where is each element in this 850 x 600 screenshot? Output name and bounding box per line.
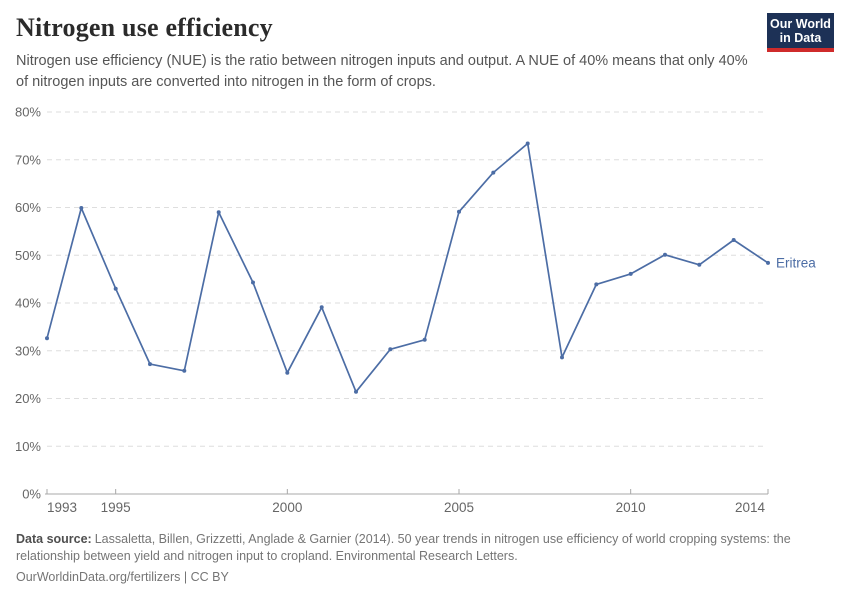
data-point[interactable] <box>422 337 427 342</box>
data-point[interactable] <box>45 336 49 341</box>
chart-title: Nitrogen use efficiency <box>16 13 273 42</box>
y-axis-tick-label: 60% <box>15 200 41 215</box>
data-point[interactable] <box>79 206 84 210</box>
data-point[interactable] <box>731 238 736 242</box>
data-point[interactable] <box>354 389 358 394</box>
source-label: Data source: <box>16 532 92 546</box>
data-point[interactable] <box>594 282 599 287</box>
owid-logo: Our World in Data <box>767 13 834 52</box>
chart-subtitle: Nitrogen use efficiency (NUE) is the rat… <box>16 53 748 90</box>
series-line[interactable] <box>46 142 769 393</box>
y-axis-tick-label: 80% <box>15 105 41 120</box>
x-axis-tick-label: 1995 <box>101 500 131 515</box>
series-end-label: Eritrea <box>776 255 816 270</box>
data-point[interactable] <box>766 260 770 265</box>
y-axis-tick-label: 0% <box>22 487 41 502</box>
chart-footer: Data source: Lassaletta, Billen, Grizzett… <box>16 531 834 586</box>
x-axis-tick-label: 2005 <box>444 500 474 515</box>
owid-logo-line2: in Data <box>779 31 822 45</box>
owid-logo-line1: Our World <box>770 17 831 31</box>
x-axis-tick-label: 2000 <box>272 500 302 515</box>
data-point[interactable] <box>148 362 152 367</box>
source-text: Lassaletta, Billen, Grizzetti, Anglade &… <box>16 532 791 563</box>
data-point[interactable] <box>525 141 530 146</box>
data-point[interactable] <box>113 286 118 291</box>
x-axis-tick-label: 2010 <box>616 500 646 515</box>
y-axis-tick-label: 50% <box>15 248 41 263</box>
data-point[interactable] <box>319 305 324 310</box>
data-point[interactable] <box>697 262 702 267</box>
x-axis-tick-label: 2014 <box>735 500 766 515</box>
data-point[interactable] <box>628 271 633 276</box>
y-axis-tick-label: 20% <box>15 391 41 406</box>
y-axis-tick-label: 40% <box>15 296 41 311</box>
chart-header: Nitrogen use efficiency Nitrogen use eff… <box>16 12 756 93</box>
x-axis-tick-label: 1993 <box>47 500 77 515</box>
data-point[interactable] <box>285 370 290 375</box>
data-point[interactable] <box>388 347 393 352</box>
data-point[interactable] <box>457 209 461 214</box>
data-point[interactable] <box>560 355 564 360</box>
y-axis-tick-label: 10% <box>15 439 41 454</box>
y-axis-tick-label: 70% <box>15 152 41 167</box>
y-axis-tick-label: 30% <box>15 343 41 358</box>
data-point[interactable] <box>663 252 667 257</box>
data-point[interactable] <box>216 210 221 215</box>
data-point[interactable] <box>491 170 496 175</box>
source-line: Data source: Lassaletta, Billen, Grizzett… <box>16 531 834 564</box>
data-point[interactable] <box>182 368 187 373</box>
data-point[interactable] <box>251 280 255 285</box>
license-line: OurWorldinData.org/fertilizers | CC BY <box>16 570 229 584</box>
